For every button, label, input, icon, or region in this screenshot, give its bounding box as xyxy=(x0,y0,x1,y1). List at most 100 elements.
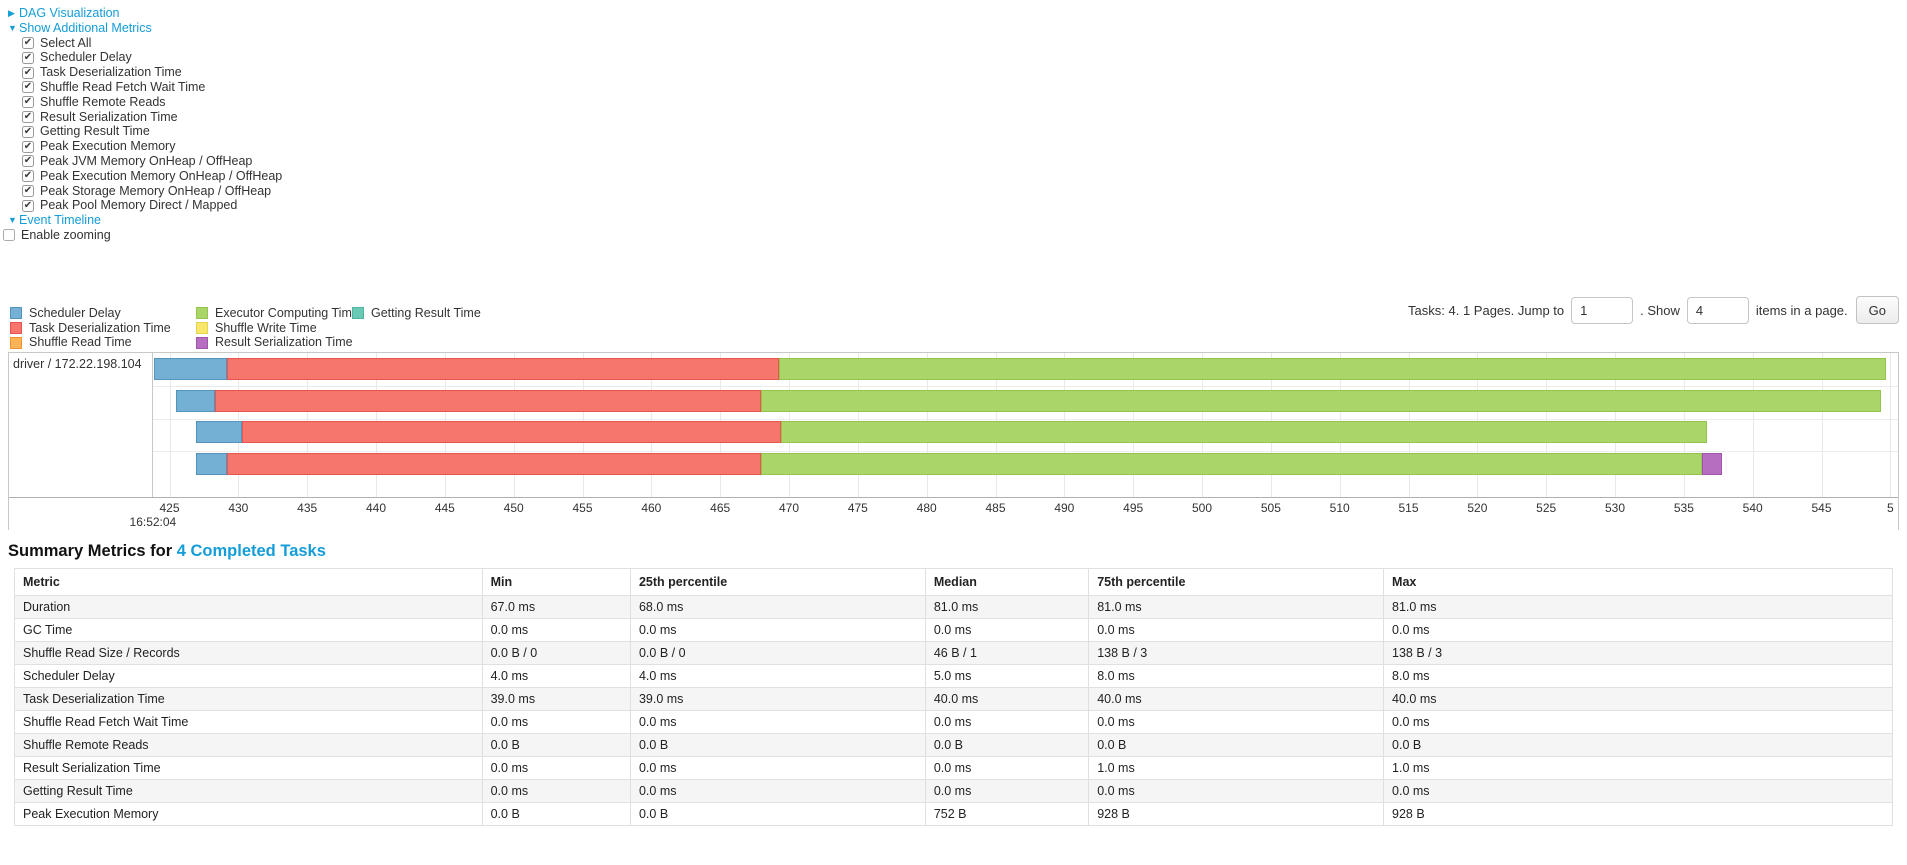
metric-checkbox[interactable]: ✔ xyxy=(22,170,34,183)
legend-column: Scheduler Delay Task Deserialization Time… xyxy=(10,306,196,350)
summary-metrics-table: Metric Min 25th percentile Median 75th perce… xyxy=(14,568,1893,826)
task-bar-segment-executor-computing[interactable] xyxy=(761,453,1702,475)
metric-checkbox-row: ✔ Shuffle Read Fetch Wait Time xyxy=(8,80,282,95)
metric-value-cell: 0.0 B xyxy=(1383,733,1893,757)
task-bar-segment-scheduler-delay[interactable] xyxy=(195,421,243,443)
legend-label: Task Deserialization Time xyxy=(29,320,171,335)
metric-value-cell: 8.0 ms xyxy=(1383,664,1893,688)
legend-item: Getting Result Time xyxy=(352,306,481,321)
task-bar-segment-executor-computing[interactable] xyxy=(761,389,1881,412)
metric-value-cell: 0.0 ms xyxy=(629,710,926,734)
row-separator xyxy=(153,386,1898,387)
axis-tick-label: 425 xyxy=(159,501,180,515)
axis-time-label: 16:52:04 xyxy=(129,515,177,529)
axis-tick-label: 535 xyxy=(1673,501,1694,515)
summary-table-row: Result Serialization Time 0.0 ms 0.0 ms 0.0… xyxy=(14,756,1893,780)
metric-name-cell: Scheduler Delay xyxy=(14,664,483,688)
metric-checkbox[interactable]: ✔ xyxy=(22,155,34,168)
enable-zooming-checkbox[interactable] xyxy=(3,229,15,242)
summary-metrics-title: Summary Metrics for 4 Completed Tasks xyxy=(8,542,326,561)
task-bar-segment-task-deserialization[interactable] xyxy=(214,389,762,412)
pagination-prefix-text: Tasks: 4. 1 Pages. Jump to xyxy=(1408,302,1565,318)
metric-checkbox[interactable]: ✔ xyxy=(22,110,34,123)
metric-checkbox[interactable]: ✔ xyxy=(22,96,34,109)
timeline-header: Scheduler Delay Task Deserialization Time… xyxy=(8,296,1899,350)
timeline-legend: Scheduler Delay Task Deserialization Time… xyxy=(10,306,481,350)
task-pagination: Tasks: 4. 1 Pages. Jump to . Show items … xyxy=(1408,296,1899,324)
metric-checkbox[interactable]: ✔ xyxy=(22,140,34,153)
axis-tick-label: 5 xyxy=(1887,501,1894,515)
metric-value-cell: 40.0 ms xyxy=(1088,687,1385,711)
metric-value-cell: 39.0 ms xyxy=(629,687,926,711)
metric-value-cell: 0.0 B xyxy=(629,733,926,757)
metric-value-cell: 0.0 ms xyxy=(1088,779,1385,803)
axis-tick-label: 455 xyxy=(572,501,593,515)
metric-value-cell: 67.0 ms xyxy=(481,595,631,619)
metric-value-cell: 40.0 ms xyxy=(1383,687,1893,711)
task-bar-segment-task-deserialization[interactable] xyxy=(227,358,780,380)
metric-checkbox[interactable]: ✔ xyxy=(22,125,34,138)
axis-tick-label: 490 xyxy=(1054,501,1075,515)
dag-visualization-link[interactable]: DAG Visualization xyxy=(19,6,120,20)
items-per-page-input[interactable] xyxy=(1686,296,1749,324)
axis-tick-label: 460 xyxy=(641,501,662,515)
metric-checkbox-row: ✔ Getting Result Time xyxy=(8,124,282,139)
summary-column-header: Min xyxy=(481,568,631,596)
completed-tasks-link[interactable]: 4 Completed Tasks xyxy=(176,542,326,560)
jump-to-page-input[interactable] xyxy=(1571,296,1634,324)
metric-value-cell: 4.0 ms xyxy=(629,664,926,688)
row-separator xyxy=(153,451,1898,452)
axis-tick-label: 475 xyxy=(847,501,868,515)
dag-visualization-toggle[interactable]: ▶ DAG Visualization xyxy=(8,6,282,21)
metric-checkbox[interactable]: ✔ xyxy=(22,199,34,212)
axis-tick-label: 505 xyxy=(1260,501,1281,515)
axis-tick-label: 485 xyxy=(985,501,1006,515)
go-button[interactable]: Go xyxy=(1855,296,1899,324)
row-separator xyxy=(153,418,1898,420)
metric-checkbox[interactable]: ✔ xyxy=(22,66,34,79)
task-bar-segment-task-deserialization[interactable] xyxy=(227,453,762,475)
metric-value-cell: 0.0 ms xyxy=(1088,618,1385,642)
metric-value-cell: 0.0 ms xyxy=(1383,710,1893,734)
metric-value-cell: 0.0 ms xyxy=(481,756,631,780)
metric-checkbox[interactable]: ✔ xyxy=(22,81,34,94)
metric-name-cell: Task Deserialization Time xyxy=(14,687,483,711)
task-bar-segment-scheduler-delay[interactable] xyxy=(154,358,228,380)
summary-column-header: Metric xyxy=(14,568,483,596)
task-bar-segment-scheduler-delay[interactable] xyxy=(176,389,215,412)
metric-value-cell: 0.0 ms xyxy=(481,618,631,642)
task-bar-segment-executor-computing[interactable] xyxy=(779,358,1887,380)
axis-tick-label: 435 xyxy=(297,501,318,515)
metric-checkbox-row: ✔ Scheduler Delay xyxy=(8,50,282,65)
show-additional-metrics-link[interactable]: Show Additional Metrics xyxy=(19,20,152,35)
task-bar-segment-task-deserialization[interactable] xyxy=(242,421,781,443)
metric-name-cell: Peak Execution Memory xyxy=(14,802,483,826)
show-additional-metrics-toggle[interactable]: ▼ Show Additional Metrics xyxy=(8,21,282,36)
metric-value-cell: 0.0 ms xyxy=(924,618,1090,642)
task-bar-segment-scheduler-delay[interactable] xyxy=(195,453,228,475)
metric-value-cell: 0.0 ms xyxy=(481,779,631,803)
task-bar-segment-executor-computing[interactable] xyxy=(780,421,1708,443)
event-timeline-toggle[interactable]: ▼ Event Timeline xyxy=(8,213,282,228)
metric-name-cell: GC Time xyxy=(14,618,483,642)
event-timeline-link[interactable]: Event Timeline xyxy=(19,213,101,228)
summary-table-row: Getting Result Time 0.0 ms 0.0 ms 0.0 ms 0.0… xyxy=(14,779,1893,803)
axis-tick-label: 450 xyxy=(503,501,524,515)
metric-checkbox-row: ✔ Shuffle Remote Reads xyxy=(8,95,282,110)
task-bar-segment-result-serialization[interactable] xyxy=(1701,453,1723,475)
axis-tick-label: 440 xyxy=(366,501,387,515)
enable-zooming-label: Enable zooming xyxy=(21,227,111,242)
metric-checkbox[interactable]: ✔ xyxy=(22,184,34,197)
metric-value-cell: 4.0 ms xyxy=(481,664,631,688)
metric-checkbox[interactable]: ✔ xyxy=(22,36,34,49)
metric-value-cell: 0.0 ms xyxy=(1383,779,1893,803)
legend-column: Getting Result Time xyxy=(352,306,481,350)
axis-tick-label: 465 xyxy=(710,501,731,515)
summary-table-row: Scheduler Delay 4.0 ms 4.0 ms 5.0 ms 8.0 ms 8… xyxy=(14,664,1893,688)
gridline xyxy=(1890,353,1892,497)
summary-table-header-row: Metric Min 25th percentile Median 75th perce… xyxy=(14,568,1893,596)
metric-checkbox[interactable]: ✔ xyxy=(22,51,34,64)
axis-tick-label: 480 xyxy=(916,501,937,515)
metric-value-cell: 0.0 B xyxy=(1088,733,1385,757)
metric-value-cell: 8.0 ms xyxy=(1088,664,1385,688)
